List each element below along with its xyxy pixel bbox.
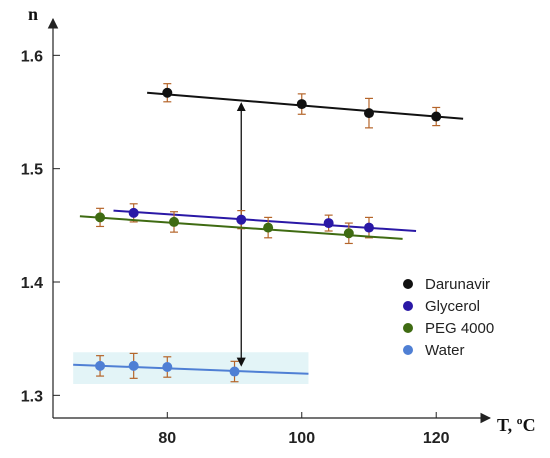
water-highlight-band: [73, 352, 309, 384]
data-point-glycerol: [128, 207, 139, 218]
legend-marker-peg-4000: [403, 323, 413, 333]
x-tick-label: 100: [288, 430, 315, 447]
y-axis-label: n: [28, 4, 38, 24]
fit-line-water: [73, 363, 309, 375]
data-point-peg-4000: [169, 216, 180, 227]
x-axis-label: T, ºC: [497, 415, 536, 435]
data-point-darunavir: [431, 111, 442, 122]
legend-marker-darunavir: [403, 279, 413, 289]
legend-label-glycerol: Glycerol: [425, 298, 480, 315]
data-point-water: [162, 362, 173, 372]
data-point-peg-4000: [263, 222, 274, 233]
y-tick-label: 1.3: [21, 388, 43, 405]
data-point-glycerol: [323, 218, 334, 229]
data-point-glycerol: [363, 222, 374, 233]
data-point-glycerol: [236, 214, 247, 225]
legend-marker-water: [403, 345, 413, 355]
y-tick-label: 1.4: [21, 275, 43, 292]
data-point-water: [128, 360, 139, 371]
x-tick-label: 80: [158, 430, 176, 447]
data-point-water: [229, 366, 240, 377]
data-point-peg-4000: [343, 228, 354, 239]
data-point-darunavir: [296, 99, 307, 110]
data-point-peg-4000: [95, 212, 106, 223]
legend-label-water: Water: [425, 342, 464, 359]
data-point-darunavir: [162, 87, 173, 98]
x-tick-label: 120: [423, 430, 450, 447]
y-tick-label: 1.6: [21, 48, 43, 65]
data-point-darunavir: [363, 108, 374, 119]
legend-label-darunavir: Darunavir: [425, 276, 490, 293]
data-point-water: [95, 360, 106, 371]
legend-marker-glycerol: [403, 301, 413, 311]
legend-label-peg-4000: PEG 4000: [425, 320, 494, 337]
y-tick-label: 1.5: [21, 162, 43, 179]
